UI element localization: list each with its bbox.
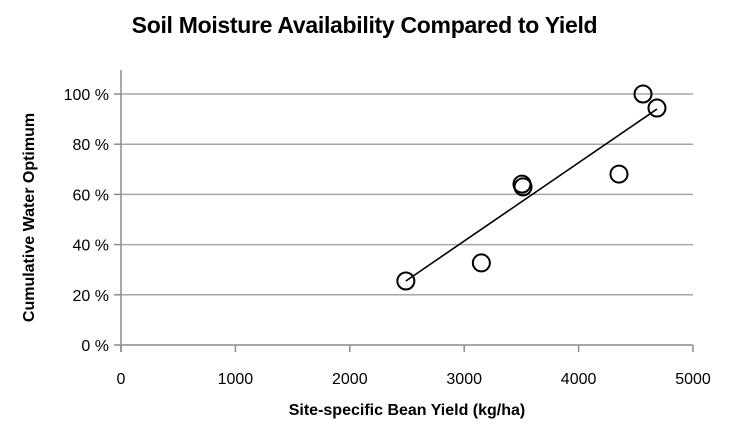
data-point — [513, 177, 533, 197]
y-tick-label: 100 % — [64, 87, 109, 104]
data-point — [609, 164, 629, 184]
y-tick-label: 80 % — [73, 137, 109, 154]
y-tick-label: 0 % — [81, 338, 109, 355]
x-tick-label: 2000 — [332, 371, 368, 388]
x-tick-label: 3000 — [446, 371, 482, 388]
y-tick-label: 20 % — [73, 288, 109, 305]
x-tick-label: 4000 — [561, 371, 597, 388]
y-tick-label: 40 % — [73, 238, 109, 255]
chart-title: Soil Moisture Availability Compared to Y… — [131, 12, 598, 38]
data-point — [471, 253, 491, 273]
y-axis-title: Cumulative Water Optimum — [21, 113, 38, 322]
x-tick-label: 0 — [117, 371, 126, 388]
data-point — [396, 271, 416, 291]
x-tick-label: 1000 — [218, 371, 254, 388]
x-axis-title: Site-specific Bean Yield (kg/ha) — [289, 402, 526, 419]
y-tick-label: 60 % — [73, 187, 109, 204]
data-point — [647, 98, 667, 118]
data-point — [633, 84, 653, 104]
x-tick-label: 5000 — [675, 371, 711, 388]
trendline — [405, 108, 658, 282]
